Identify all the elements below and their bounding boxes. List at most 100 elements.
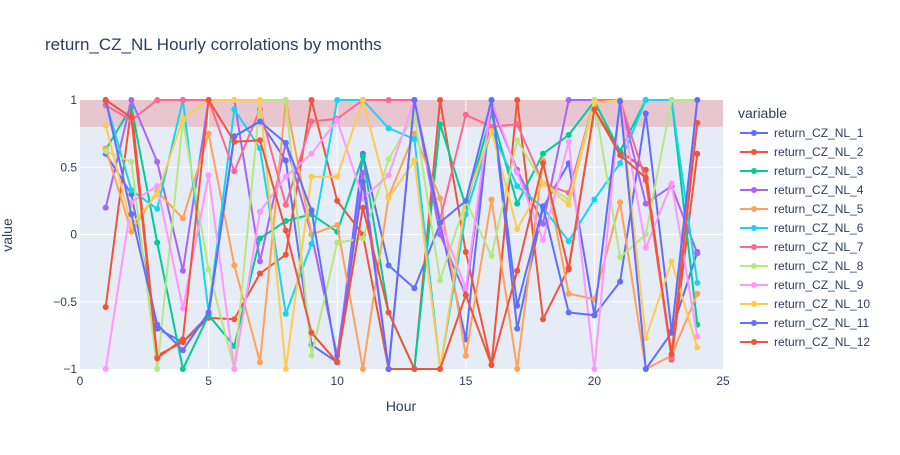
data-point[interactable] [385, 309, 392, 316]
data-point[interactable] [437, 219, 444, 226]
data-point[interactable] [437, 121, 444, 128]
data-point[interactable] [411, 130, 418, 137]
data-point[interactable] [179, 347, 186, 354]
data-point[interactable] [565, 290, 572, 297]
data-point[interactable] [642, 335, 649, 342]
data-point[interactable] [694, 290, 701, 297]
data-point[interactable] [179, 366, 186, 372]
data-point[interactable] [334, 97, 341, 103]
data-point[interactable] [334, 117, 341, 124]
data-point[interactable] [154, 158, 161, 165]
data-point[interactable] [359, 153, 366, 160]
data-point[interactable] [282, 140, 289, 146]
legend-item[interactable]: return_CZ_NL_3 [740, 164, 864, 178]
data-point[interactable] [462, 285, 469, 292]
data-point[interactable] [462, 197, 469, 204]
data-point[interactable] [205, 97, 212, 103]
data-point[interactable] [437, 366, 444, 372]
data-point[interactable] [514, 267, 521, 274]
data-point[interactable] [411, 157, 418, 164]
data-point[interactable] [205, 266, 212, 273]
legend-item[interactable]: return_CZ_NL_8 [740, 259, 864, 273]
data-point[interactable] [591, 196, 598, 203]
data-point[interactable] [488, 127, 495, 134]
data-point[interactable] [257, 359, 263, 366]
data-point[interactable] [540, 180, 546, 187]
data-point[interactable] [102, 304, 109, 311]
data-point[interactable] [257, 118, 263, 125]
data-point[interactable] [154, 97, 161, 103]
data-point[interactable] [128, 228, 135, 235]
data-point[interactable] [540, 160, 546, 167]
data-point[interactable] [694, 279, 701, 286]
data-point[interactable] [462, 111, 469, 118]
legend-item[interactable]: return_CZ_NL_6 [740, 221, 864, 235]
data-point[interactable] [514, 169, 521, 176]
data-point[interactable] [385, 195, 392, 202]
legend-item[interactable]: return_CZ_NL_12 [740, 335, 870, 349]
data-point[interactable] [540, 150, 546, 157]
data-point[interactable] [437, 231, 444, 238]
data-point[interactable] [694, 250, 701, 257]
legend-item[interactable]: return_CZ_NL_11 [740, 316, 869, 330]
data-point[interactable] [102, 148, 109, 155]
data-point[interactable] [102, 122, 109, 129]
data-point[interactable] [540, 220, 546, 227]
data-point[interactable] [488, 362, 495, 368]
data-point[interactable] [154, 239, 161, 246]
data-point[interactable] [642, 166, 649, 173]
data-point[interactable] [514, 325, 521, 332]
data-point[interactable] [154, 205, 161, 212]
data-point[interactable] [642, 97, 649, 103]
data-point[interactable] [282, 173, 289, 180]
legend-item[interactable]: return_CZ_NL_4 [740, 183, 864, 197]
legend-item[interactable]: return_CZ_NL_1 [740, 126, 864, 140]
data-point[interactable] [128, 114, 135, 121]
data-point[interactable] [514, 302, 521, 309]
data-point[interactable] [668, 258, 675, 265]
data-point[interactable] [488, 196, 495, 203]
data-point[interactable] [617, 160, 624, 167]
legend-item[interactable]: return_CZ_NL_5 [740, 202, 864, 216]
data-point[interactable] [385, 172, 392, 179]
data-point[interactable] [617, 199, 624, 206]
data-point[interactable] [308, 352, 315, 359]
data-point[interactable] [514, 121, 521, 128]
data-point[interactable] [359, 366, 366, 372]
data-point[interactable] [179, 97, 186, 103]
data-point[interactable] [154, 355, 161, 362]
data-point[interactable] [540, 236, 546, 243]
data-point[interactable] [411, 97, 418, 103]
data-point[interactable] [282, 97, 289, 103]
data-point[interactable] [334, 173, 341, 180]
data-point[interactable] [437, 97, 444, 103]
data-point[interactable] [282, 366, 289, 372]
data-point[interactable] [205, 309, 212, 316]
data-point[interactable] [334, 197, 341, 204]
data-point[interactable] [565, 138, 572, 145]
data-point[interactable] [179, 215, 186, 222]
data-point[interactable] [257, 270, 263, 277]
data-point[interactable] [385, 125, 392, 132]
data-point[interactable] [128, 97, 135, 103]
data-point[interactable] [591, 106, 598, 113]
data-point[interactable] [437, 195, 444, 202]
data-point[interactable] [359, 204, 366, 211]
data-point[interactable] [308, 150, 315, 157]
legend[interactable]: return_CZ_NL_1 return_CZ_NL_2 return_CZ_NL… [740, 126, 870, 349]
data-point[interactable] [411, 136, 418, 142]
data-point[interactable] [282, 251, 289, 258]
data-point[interactable] [642, 366, 649, 372]
data-point[interactable] [462, 249, 469, 255]
data-point[interactable] [617, 278, 624, 285]
data-point[interactable] [565, 132, 572, 138]
data-point[interactable] [514, 200, 521, 207]
data-point[interactable] [694, 333, 701, 340]
data-point[interactable] [462, 352, 469, 359]
data-point[interactable] [385, 156, 392, 163]
data-point[interactable] [282, 310, 289, 317]
data-point[interactable] [257, 258, 263, 265]
data-point[interactable] [231, 138, 238, 145]
data-point[interactable] [231, 262, 238, 269]
data-point[interactable] [411, 366, 418, 372]
